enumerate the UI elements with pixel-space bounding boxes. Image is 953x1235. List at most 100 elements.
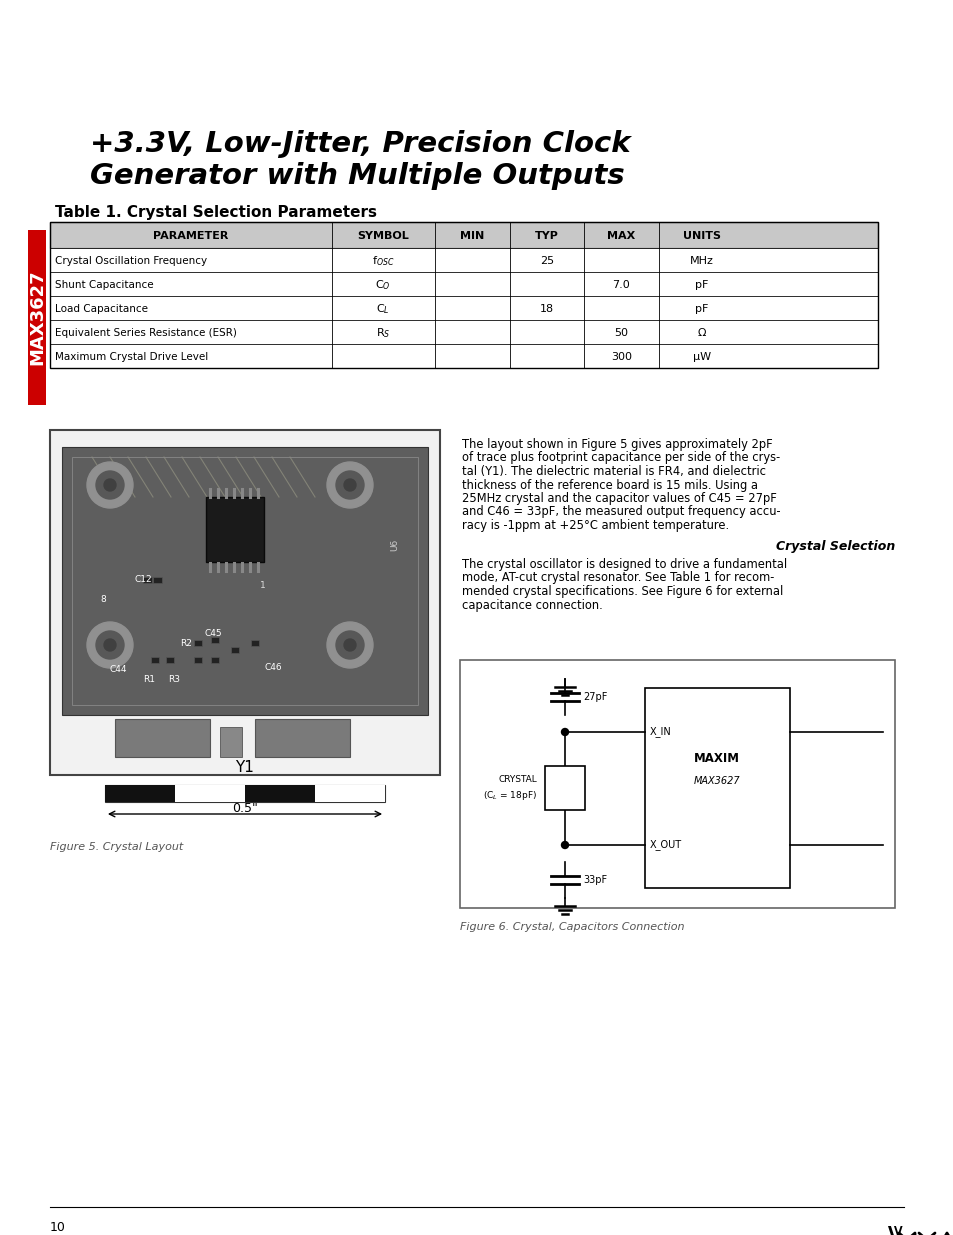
Text: Generator with Multiple Outputs: Generator with Multiple Outputs (90, 162, 624, 190)
Bar (50, 222, 877, 368)
Bar (62, 447, 428, 715)
Text: UNITS: UNITS (682, 231, 720, 241)
Text: μW: μW (692, 352, 710, 362)
Bar (105, 785, 385, 802)
Text: C46: C46 (265, 662, 282, 672)
Text: Crystal Oscillation Frequency: Crystal Oscillation Frequency (55, 256, 207, 266)
Text: R1: R1 (143, 676, 154, 684)
Text: f$_{OSC}$: f$_{OSC}$ (372, 254, 395, 268)
Text: SYMBOL: SYMBOL (357, 231, 409, 241)
Text: mended crystal specifications. See Figure 6 for external: mended crystal specifications. See Figur… (461, 585, 782, 598)
Text: of trace plus footprint capacitance per side of the crys-: of trace plus footprint capacitance per … (461, 452, 780, 464)
Text: C$_L$: C$_L$ (376, 303, 390, 316)
Circle shape (335, 631, 364, 659)
Text: MAX3627: MAX3627 (28, 269, 46, 366)
Bar (28, 230, 46, 405)
Text: MHz: MHz (689, 256, 713, 266)
Text: R3: R3 (168, 676, 180, 684)
Text: tal (Y1). The dielectric material is FR4, and dielectric: tal (Y1). The dielectric material is FR4… (461, 466, 765, 478)
Text: Ω: Ω (697, 329, 705, 338)
Text: and C46 = 33pF, the measured output frequency accu-: and C46 = 33pF, the measured output freq… (461, 505, 780, 519)
Text: Figure 5. Crystal Layout: Figure 5. Crystal Layout (50, 842, 183, 852)
Bar (254, 719, 350, 757)
Text: R2: R2 (180, 638, 192, 647)
Circle shape (335, 471, 364, 499)
Text: pF: pF (695, 280, 708, 290)
Circle shape (96, 631, 124, 659)
Text: MIN: MIN (459, 231, 484, 241)
Bar (206, 496, 264, 562)
Text: U6: U6 (390, 538, 399, 551)
Circle shape (96, 471, 124, 499)
Text: TYP: TYP (535, 231, 558, 241)
Bar (50, 248, 877, 272)
Bar (50, 430, 439, 776)
Text: thickness of the reference board is 15 mils. Using a: thickness of the reference board is 15 m… (461, 478, 758, 492)
Text: 10: 10 (50, 1221, 66, 1234)
Circle shape (561, 841, 568, 848)
Bar (50, 320, 877, 345)
Text: The crystal oscillator is designed to drive a fundamental: The crystal oscillator is designed to dr… (461, 558, 786, 571)
Text: 27pF: 27pF (582, 692, 607, 701)
Text: 7.0: 7.0 (612, 280, 630, 290)
Circle shape (561, 729, 568, 736)
Bar (151, 657, 159, 663)
Text: MAX: MAX (606, 231, 635, 241)
Text: C44: C44 (110, 666, 128, 674)
Bar (174, 785, 245, 802)
Text: racy is -1ppm at +25°C ambient temperature.: racy is -1ppm at +25°C ambient temperatu… (461, 519, 728, 532)
Bar (251, 640, 258, 646)
Bar (544, 766, 584, 810)
Text: X_OUT: X_OUT (649, 840, 681, 851)
Circle shape (104, 479, 116, 492)
Text: 50: 50 (614, 329, 628, 338)
Text: $\!\mathbf{/\!\!/\!\!\!\backslash\!\!\!\!\backslash/\!\!\!\!\!\backslash}$: $\!\mathbf{/\!\!/\!\!\!\backslash\!\!\!\… (885, 1225, 903, 1235)
Text: Y1: Y1 (235, 760, 254, 774)
Text: Maximum Crystal Drive Level: Maximum Crystal Drive Level (55, 352, 208, 362)
Text: C45: C45 (205, 629, 222, 637)
Text: 0.5": 0.5" (232, 803, 257, 815)
Text: CRYSTAL: CRYSTAL (497, 776, 537, 784)
Bar (50, 296, 877, 320)
Bar (459, 659, 894, 908)
Text: 1: 1 (260, 580, 266, 589)
Text: R$_S$: R$_S$ (375, 326, 390, 340)
Bar (644, 688, 789, 888)
Text: Figure 6. Crystal, Capacitors Connection: Figure 6. Crystal, Capacitors Connection (459, 923, 684, 932)
Bar (211, 637, 219, 643)
Text: (C$_L$ = 18pF): (C$_L$ = 18pF) (482, 789, 537, 803)
Circle shape (104, 638, 116, 651)
Text: capacitance connection.: capacitance connection. (461, 599, 602, 611)
Text: 18: 18 (539, 304, 554, 314)
Text: 25MHz crystal and the capacitor values of C45 = 27pF: 25MHz crystal and the capacitor values o… (461, 492, 776, 505)
Bar (166, 657, 173, 663)
Text: Equivalent Series Resistance (ESR): Equivalent Series Resistance (ESR) (55, 329, 236, 338)
Bar (211, 657, 219, 663)
Circle shape (344, 638, 355, 651)
Text: C$_O$: C$_O$ (375, 278, 391, 291)
Circle shape (327, 622, 373, 668)
Text: Table 1. Crystal Selection Parameters: Table 1. Crystal Selection Parameters (55, 205, 376, 220)
Text: MAXIM: MAXIM (693, 752, 740, 764)
Bar (245, 785, 314, 802)
Circle shape (87, 462, 132, 508)
Bar (105, 785, 174, 802)
Text: MAX3627: MAX3627 (693, 776, 740, 785)
Text: mode, AT-cut crystal resonator. See Table 1 for recom-: mode, AT-cut crystal resonator. See Tabl… (461, 572, 774, 584)
Text: 25: 25 (539, 256, 554, 266)
Circle shape (344, 479, 355, 492)
Text: 33pF: 33pF (582, 876, 606, 885)
Text: pF: pF (695, 304, 708, 314)
Bar (71, 457, 417, 705)
Text: X_IN: X_IN (649, 726, 671, 737)
Circle shape (87, 622, 132, 668)
Bar (152, 577, 162, 583)
Text: Shunt Capacitance: Shunt Capacitance (55, 280, 153, 290)
Bar (143, 577, 152, 583)
Circle shape (327, 462, 373, 508)
Bar (193, 640, 202, 646)
Bar (50, 272, 877, 296)
Text: PARAMETER: PARAMETER (152, 231, 228, 241)
Bar (220, 727, 242, 757)
Text: 300: 300 (610, 352, 631, 362)
